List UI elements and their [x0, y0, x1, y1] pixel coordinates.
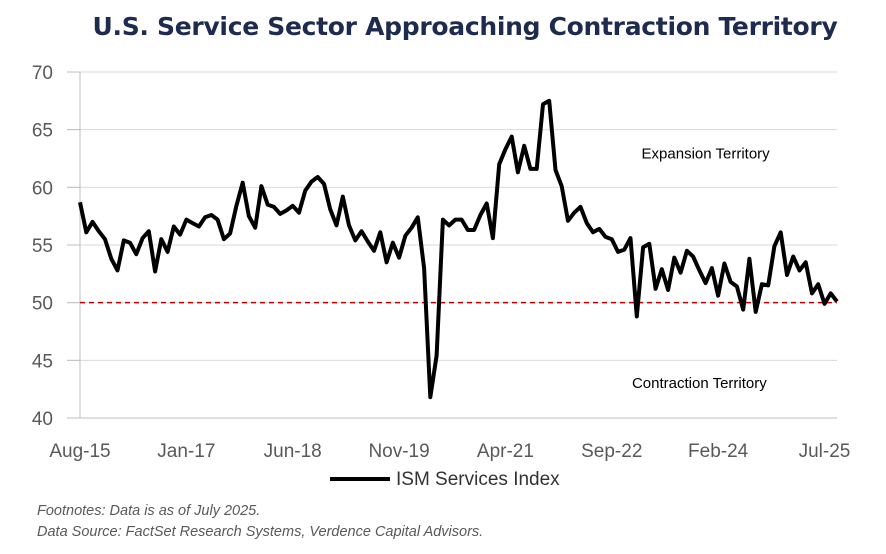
x-tick-label-Apr-21: Apr-21	[477, 441, 534, 462]
annotation-contraction-territory: Contraction Territory	[632, 375, 767, 392]
y-axis-ticks: 40 45 50 55 60 65 70	[32, 63, 81, 430]
x-tick-label-Sep-22: Sep-22	[581, 441, 642, 462]
x-tick-label-Jan-17: Jan-17	[157, 441, 215, 462]
data-source-text: Data Source: FactSet Research Systems, V…	[37, 524, 484, 540]
legend: ISM Services Index	[330, 469, 560, 490]
y-tick-label-60: 60	[32, 178, 53, 199]
y-tick-label-45: 45	[32, 351, 53, 372]
legend-label-ism-services: ISM Services Index	[396, 469, 560, 490]
x-tick-label-Nov-19: Nov-19	[368, 441, 429, 462]
x-axis-ticks: Aug-15 Jan-17 Jun-18 Nov-19 Apr-21 Sep-22 Feb-…	[49, 441, 850, 462]
grid-lines	[67, 71, 837, 361]
y-tick-label-40: 40	[32, 409, 53, 430]
x-tick-label-Jul-25: Jul-25	[799, 441, 851, 462]
annotations: Expansion Territory Contraction Territory	[632, 146, 770, 393]
series-line-ism-services	[78, 98, 839, 400]
y-tick-label-55: 55	[32, 236, 53, 257]
x-tick-label-Jun-18: Jun-18	[264, 441, 322, 462]
chart-title: U.S. Service Sector Approaching Contract…	[92, 12, 838, 41]
annotation-expansion-territory: Expansion Territory	[642, 146, 771, 163]
y-tick-label-65: 65	[32, 121, 53, 142]
y-tick-label-50: 50	[32, 294, 53, 315]
x-tick-label-Feb-24: Feb-24	[688, 441, 749, 462]
x-tick-label-Aug-15: Aug-15	[49, 441, 110, 462]
y-tick-label-70: 70	[32, 63, 53, 84]
footnote-text: Footnotes: Data is as of July 2025.	[37, 503, 261, 519]
